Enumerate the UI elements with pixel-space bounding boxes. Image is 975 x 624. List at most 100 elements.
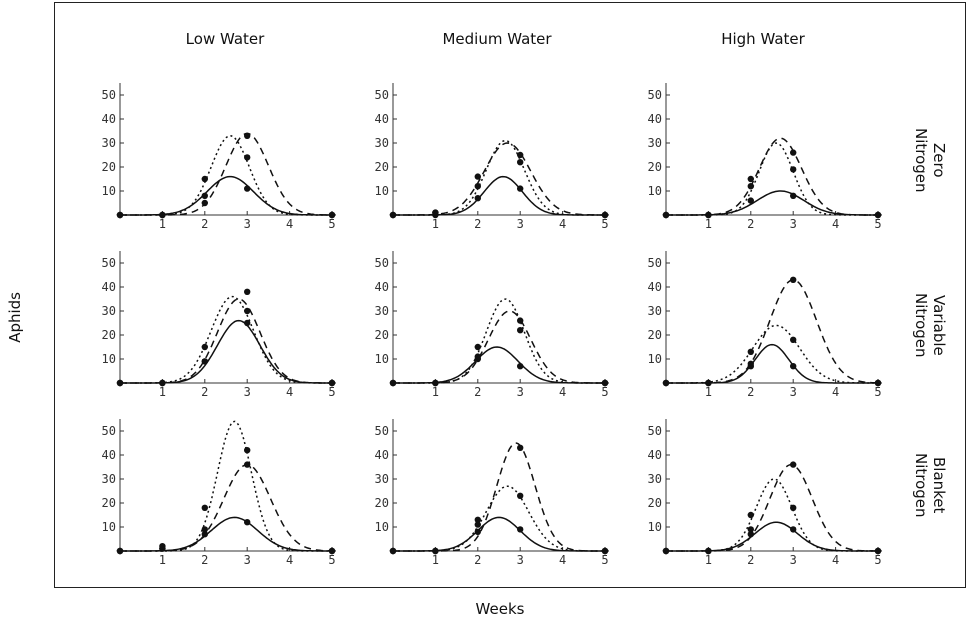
data-point bbox=[244, 447, 251, 454]
data-point bbox=[244, 519, 251, 526]
data-point bbox=[474, 343, 481, 351]
column-title-high-water: High Water bbox=[721, 30, 805, 48]
data-point bbox=[159, 211, 166, 219]
series-line-dashed bbox=[393, 142, 605, 216]
data-point bbox=[601, 547, 609, 555]
y-tick-label: 10 bbox=[375, 352, 389, 366]
x-tick-label: 4 bbox=[832, 553, 839, 567]
x-tick-label: 1 bbox=[705, 217, 712, 231]
x-tick-label: 4 bbox=[559, 553, 566, 567]
data-point bbox=[517, 327, 524, 334]
x-tick-label: 3 bbox=[244, 553, 251, 567]
x-tick-label: 2 bbox=[747, 385, 754, 399]
data-point bbox=[474, 195, 481, 202]
x-tick-label: 2 bbox=[474, 217, 481, 231]
data-point bbox=[201, 175, 208, 183]
series-line-dashed bbox=[666, 463, 878, 552]
x-tick-label: 3 bbox=[517, 385, 524, 399]
y-tick-label: 50 bbox=[375, 424, 389, 438]
data-point bbox=[747, 526, 754, 533]
series-line-dashed bbox=[120, 463, 333, 552]
x-tick-label: 5 bbox=[601, 385, 608, 399]
y-tick-label: 40 bbox=[375, 112, 389, 126]
data-point bbox=[747, 348, 754, 355]
series-line-dotted bbox=[120, 295, 332, 384]
data-point bbox=[328, 547, 336, 555]
y-tick-label: 20 bbox=[375, 496, 389, 510]
x-tick-label: 5 bbox=[328, 385, 335, 399]
row-label-blanket-line2: Nitrogen bbox=[912, 452, 930, 518]
data-point bbox=[747, 175, 754, 183]
x-tick-label: 3 bbox=[244, 217, 251, 231]
x-tick-label: 5 bbox=[874, 553, 881, 567]
data-point bbox=[790, 276, 797, 283]
data-point bbox=[790, 504, 797, 511]
x-tick-label: 1 bbox=[432, 385, 439, 399]
y-tick-label: 10 bbox=[648, 352, 662, 366]
data-point bbox=[474, 353, 481, 360]
x-tick-label: 3 bbox=[517, 553, 524, 567]
series-line-dashed bbox=[393, 442, 605, 552]
series-line-dotted bbox=[666, 142, 878, 216]
x-tick-label: 1 bbox=[705, 385, 712, 399]
y-tick-label: 50 bbox=[375, 256, 389, 270]
y-tick-label: 40 bbox=[102, 112, 116, 126]
data-point bbox=[244, 154, 251, 161]
y-tick-label: 30 bbox=[648, 136, 662, 150]
y-tick-label: 40 bbox=[102, 448, 116, 462]
y-tick-label: 30 bbox=[648, 472, 662, 486]
data-point bbox=[432, 209, 439, 216]
data-point bbox=[328, 211, 336, 219]
y-tick-label: 10 bbox=[102, 352, 116, 366]
y-tick-label: 20 bbox=[102, 328, 116, 342]
data-point bbox=[389, 547, 397, 555]
row-label-variable-line1: Variable bbox=[930, 294, 948, 356]
data-point bbox=[244, 185, 251, 192]
data-point bbox=[662, 379, 670, 387]
data-point bbox=[517, 159, 524, 166]
y-tick-label: 50 bbox=[648, 88, 662, 102]
data-point bbox=[517, 363, 524, 370]
data-point bbox=[874, 211, 882, 219]
y-tick-label: 30 bbox=[375, 136, 389, 150]
x-tick-label: 5 bbox=[874, 217, 881, 231]
data-point bbox=[662, 547, 670, 555]
y-tick-label: 30 bbox=[102, 304, 116, 318]
x-tick-label: 3 bbox=[244, 385, 251, 399]
y-tick-label: 10 bbox=[102, 184, 116, 198]
data-point bbox=[517, 526, 524, 533]
series-line-dotted bbox=[393, 298, 605, 384]
x-tick-label: 5 bbox=[328, 553, 335, 567]
data-point bbox=[474, 521, 481, 528]
data-point bbox=[201, 526, 208, 533]
x-tick-label: 2 bbox=[201, 217, 208, 231]
y-tick-label: 10 bbox=[648, 184, 662, 198]
x-tick-label: 5 bbox=[601, 553, 608, 567]
x-tick-label: 4 bbox=[286, 553, 293, 567]
data-point bbox=[116, 379, 124, 387]
x-tick-label: 3 bbox=[790, 385, 797, 399]
data-point bbox=[705, 379, 712, 387]
data-point bbox=[517, 185, 524, 192]
series-line-dotted bbox=[666, 324, 878, 384]
data-point bbox=[244, 307, 251, 315]
y-tick-label: 20 bbox=[102, 160, 116, 174]
data-point bbox=[389, 379, 397, 387]
y-tick-label: 40 bbox=[648, 448, 662, 462]
data-point bbox=[517, 444, 524, 451]
x-tick-label: 5 bbox=[601, 217, 608, 231]
x-tick-label: 3 bbox=[790, 553, 797, 567]
y-tick-label: 30 bbox=[648, 304, 662, 318]
x-tick-label: 4 bbox=[559, 385, 566, 399]
series-line-dotted bbox=[393, 485, 605, 552]
y-tick-label: 50 bbox=[102, 424, 116, 438]
data-point bbox=[790, 336, 797, 343]
data-point bbox=[432, 379, 439, 387]
data-point bbox=[517, 151, 524, 159]
y-tick-label: 10 bbox=[375, 184, 389, 198]
